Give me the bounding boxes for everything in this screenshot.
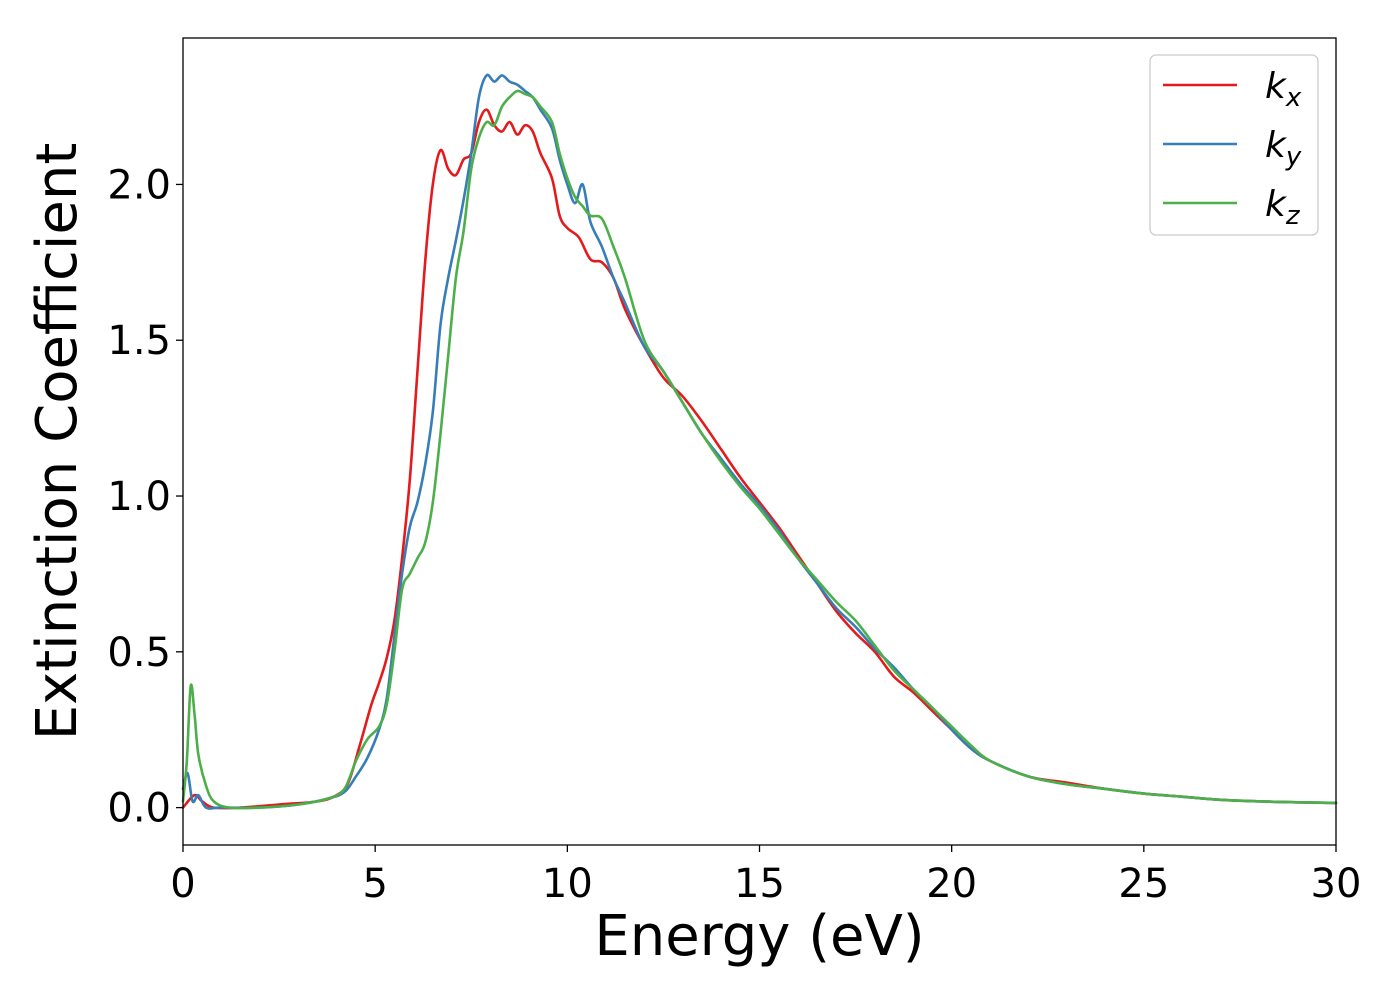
legend-label-z: kz: [1265, 184, 1301, 231]
x-axis-title: Energy (eV): [594, 904, 924, 969]
plot-area: [183, 38, 1336, 845]
y-tick-label: 0.0: [107, 786, 171, 832]
y-tick-label: 0.5: [107, 630, 171, 676]
y-tick-label: 1.0: [107, 474, 171, 520]
x-ticks: 0 5 10 15 20 25 30: [170, 845, 1361, 907]
y-ticks: 0.0 0.5 1.0 1.5 2.0: [107, 162, 183, 832]
legend-label-x: kx: [1265, 66, 1302, 113]
x-tick-label: 20: [926, 861, 977, 907]
x-tick-label: 30: [1311, 861, 1362, 907]
x-tick-label: 15: [734, 861, 785, 907]
x-tick-label: 5: [362, 861, 387, 907]
legend-entries: kx ky kz: [1163, 66, 1302, 231]
x-tick-label: 10: [542, 861, 593, 907]
series-line-z: [181, 89, 1338, 810]
y-axis-title: Extinction Coefficient: [25, 143, 90, 741]
y-tick-label: 1.5: [107, 318, 171, 364]
legend: kx ky kz: [1149, 54, 1319, 236]
series-layer: [181, 73, 1338, 810]
y-tick-label: 2.0: [107, 162, 171, 208]
x-tick-label: 0: [170, 861, 195, 907]
legend-label-y: ky: [1265, 125, 1302, 172]
x-tick-label: 25: [1118, 861, 1169, 907]
